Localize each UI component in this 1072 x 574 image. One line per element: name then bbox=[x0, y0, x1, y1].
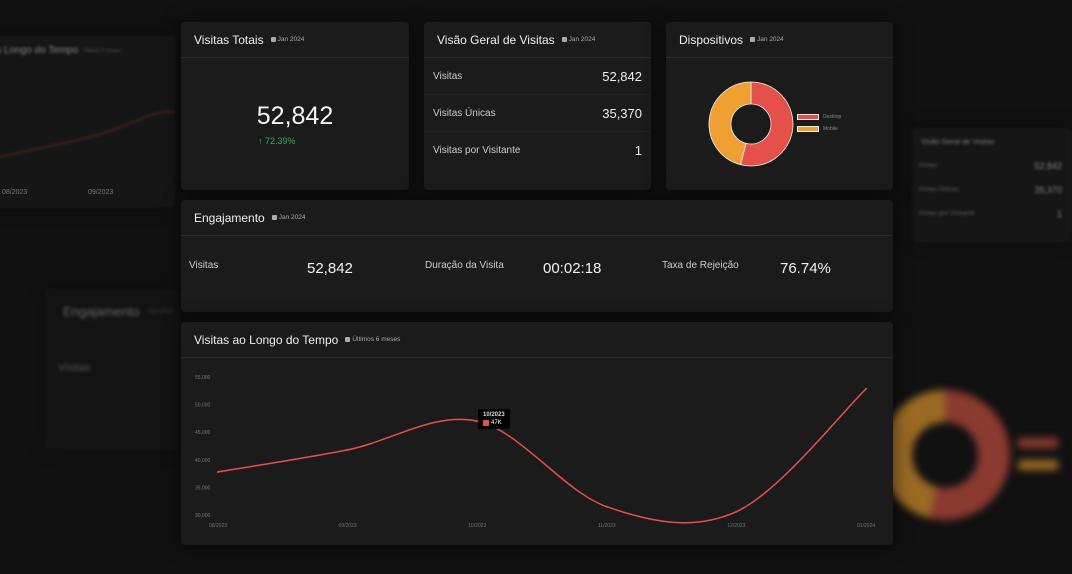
overview-row: Visitas por Visitante 1 bbox=[424, 132, 651, 169]
background-engagement-card: Engajamento Jan 2024 Visitas bbox=[45, 290, 180, 450]
y-tick-label: 30,000 bbox=[195, 513, 211, 519]
data-point[interactable] bbox=[217, 470, 219, 473]
row-value: 35,370 bbox=[602, 105, 642, 121]
data-point[interactable] bbox=[346, 448, 349, 451]
card-subtitle: Jan 2024 bbox=[757, 36, 784, 43]
legend-swatch bbox=[797, 126, 819, 132]
card-title: Visitas ao Longo do Tempo bbox=[194, 332, 339, 347]
bg-ov-label: Visitas Únicas bbox=[918, 186, 959, 193]
change-percent: 72.39% bbox=[265, 136, 296, 146]
card-title: Engajamento bbox=[194, 210, 265, 225]
card-subtitle: Jan 2024 bbox=[277, 36, 305, 43]
data-point[interactable] bbox=[865, 387, 867, 390]
calendar-icon bbox=[750, 37, 756, 42]
legend-item-mobile[interactable]: Mobile bbox=[797, 126, 838, 132]
calendar-icon bbox=[561, 37, 567, 42]
calendar-icon bbox=[345, 337, 351, 342]
row-label: Visitas Únicas bbox=[433, 107, 496, 119]
engagement-card: Engajamento Jan 2024 Visitas 52,842 Duraç… bbox=[181, 200, 893, 312]
devices-card: Dispositivos Jan 2024 Desktop Mobile bbox=[666, 22, 893, 190]
bg-ov-title: Visão Geral de Visitas bbox=[921, 137, 995, 146]
calendar-icon bbox=[271, 215, 277, 220]
y-tick-label: 55,000 bbox=[195, 375, 211, 381]
bg-time-title: Visitas ao Longo do Tempo bbox=[0, 45, 79, 56]
card-subtitle: Jan 2024 bbox=[278, 214, 306, 221]
x-tick-label: 09/2023 bbox=[339, 523, 357, 529]
overview-row: Visitas Únicas 35,370 bbox=[424, 95, 651, 132]
overview-card: Visão Geral de Visitas Jan 2024 Visitas 52… bbox=[424, 22, 651, 190]
overview-row: Visitas 52,842 bbox=[424, 58, 651, 95]
series-line bbox=[217, 388, 867, 524]
legend-swatch bbox=[797, 114, 819, 120]
bg-time-header: Visitas ao Longo do Tempo Últimos 6 mese… bbox=[0, 45, 120, 56]
devices-donut-chart bbox=[708, 81, 794, 167]
bg-line bbox=[0, 111, 175, 158]
background-time-card: Visitas ao Longo do Tempo Últimos 6 mese… bbox=[0, 36, 175, 208]
metric-label: Taxa de Rejeição bbox=[662, 260, 739, 271]
y-tick-label: 35,000 bbox=[195, 485, 211, 491]
x-tick-label: 11/2023 bbox=[598, 523, 616, 529]
row-label: Visitas bbox=[433, 70, 463, 82]
legend-item-desktop[interactable]: Desktop bbox=[797, 114, 841, 120]
arrow-up-icon: ↑ bbox=[258, 136, 263, 146]
tooltip-title: 10/2023 bbox=[483, 412, 505, 418]
calendar-icon bbox=[270, 37, 276, 42]
bg-eng-label: Visitas bbox=[58, 362, 91, 374]
chart-tooltip: 10/2023 47K bbox=[478, 409, 510, 429]
bg-ov-label: Visitas bbox=[918, 162, 938, 169]
x-tick-label: 10/2023 bbox=[468, 523, 486, 529]
total-visits-value: 52,842 bbox=[256, 102, 334, 130]
total-visits-card: Visitas Totais Jan 2024 52,842 ↑ 72.39% bbox=[181, 22, 409, 190]
y-tick-label: 40,000 bbox=[195, 458, 211, 464]
bg-eng-subtitle: Jan 2024 bbox=[148, 309, 173, 315]
card-subtitle: Jan 2024 bbox=[568, 36, 596, 43]
metric-label: Visitas bbox=[189, 260, 219, 271]
data-point[interactable] bbox=[605, 505, 608, 508]
bg-xlabel: 09/2023 bbox=[88, 189, 114, 196]
y-tick-label: 50,000 bbox=[195, 403, 211, 409]
card-subtitle: Últimos 6 meses bbox=[352, 336, 401, 343]
x-tick-label: 01/2024 bbox=[857, 523, 875, 529]
row-label: Visitas por Visitante bbox=[433, 145, 521, 156]
bg-ov-value: 35,370 bbox=[1034, 185, 1062, 195]
card-title: Visão Geral de Visitas bbox=[437, 32, 555, 47]
metric-value: 52,842 bbox=[307, 260, 353, 277]
row-value: 1 bbox=[634, 143, 642, 158]
donut-slice-desktop[interactable] bbox=[740, 81, 794, 167]
visits-line-chart: 55,000 50,000 45,000 40,000 35,000 30,000 08/2… bbox=[195, 375, 875, 529]
visits-over-time-card: Visitas ao Longo do Tempo Últimos 6 meses… bbox=[181, 322, 893, 545]
data-point[interactable] bbox=[735, 510, 738, 513]
background-overview-card: Visão Geral de Visitas Visitas 52,842 Vi… bbox=[912, 128, 1072, 242]
y-tick-label: 45,000 bbox=[195, 430, 211, 436]
bg-time-subtitle: Últimos 6 meses bbox=[83, 47, 121, 54]
background-donut bbox=[880, 390, 1058, 520]
x-tick-label: 08/2023 bbox=[209, 523, 227, 529]
row-value: 52,842 bbox=[602, 68, 642, 84]
data-point[interactable] bbox=[476, 420, 479, 423]
bg-ov-value: 1 bbox=[1056, 209, 1062, 219]
donut-slice-mobile[interactable] bbox=[708, 81, 752, 166]
tooltip-value: 47K bbox=[491, 420, 502, 426]
metric-label: Duração da Visita bbox=[425, 260, 504, 271]
bg-xlabel: 08/2023 bbox=[2, 189, 28, 196]
metric-value: 00:02:18 bbox=[543, 260, 602, 277]
card-title: Dispositivos bbox=[679, 32, 744, 47]
x-tick-label: 12/2023 bbox=[727, 523, 745, 529]
bg-ov-label: Visitas por Visitante bbox=[918, 210, 975, 217]
metric-value: 76.74% bbox=[780, 260, 831, 277]
card-title: Visitas Totais bbox=[194, 32, 264, 47]
bg-eng-title: Engajamento bbox=[63, 304, 140, 319]
tooltip-swatch bbox=[483, 420, 489, 426]
legend-label: Mobile bbox=[823, 126, 838, 132]
legend-label: Desktop bbox=[823, 114, 842, 120]
bg-ov-value: 52,842 bbox=[1034, 161, 1062, 171]
